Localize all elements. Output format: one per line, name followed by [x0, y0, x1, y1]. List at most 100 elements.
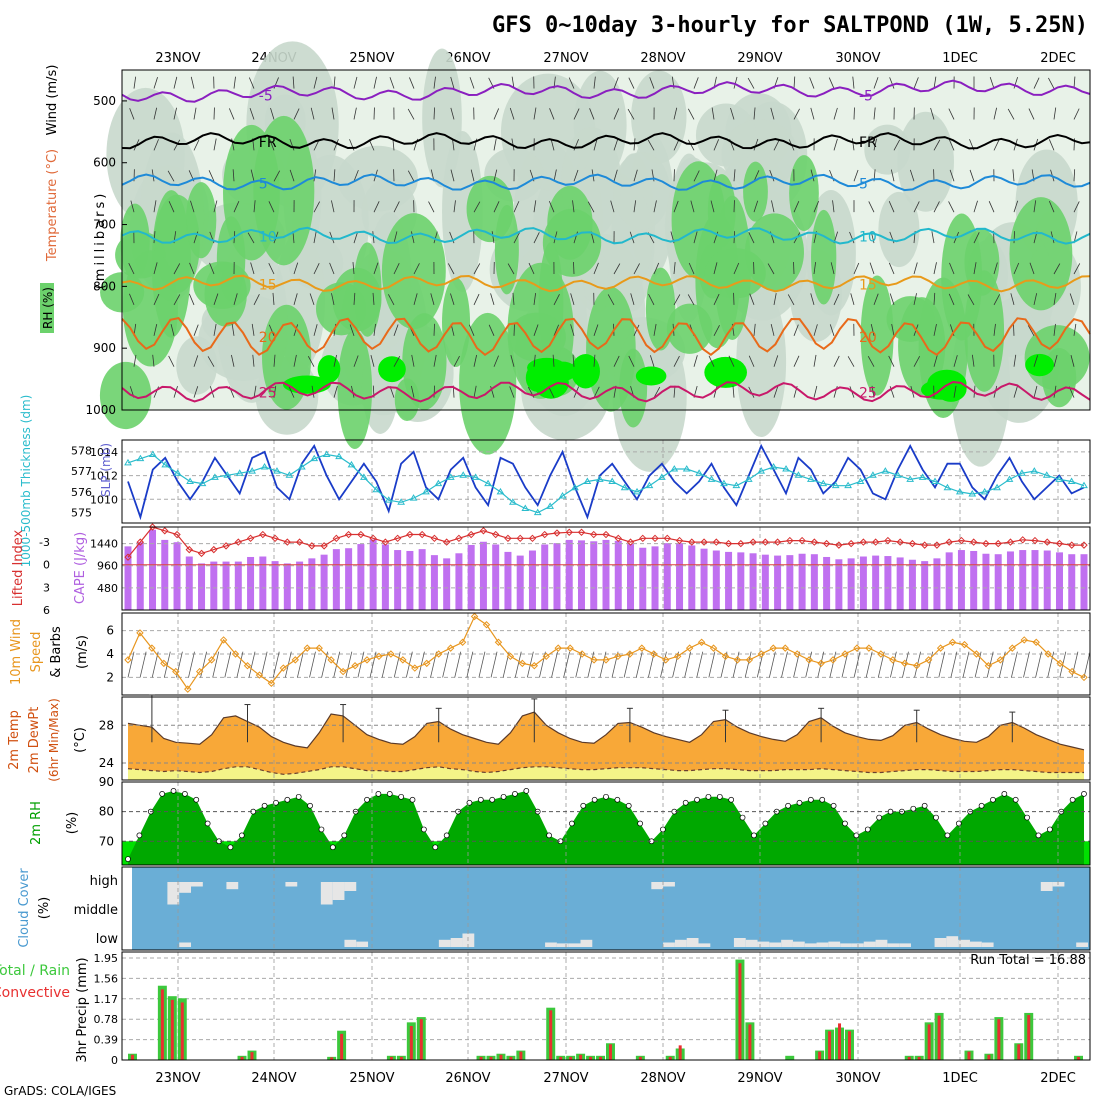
wind-marker: [554, 644, 562, 652]
cape-axis-label: CAPE (J/kg): [73, 532, 88, 604]
wind-barb: [949, 169, 955, 182]
wind-barb: [1053, 355, 1058, 367]
wind-barb: [193, 139, 200, 151]
wind-barb: [433, 385, 435, 398]
contour-label: 10: [259, 230, 277, 246]
wind-marker: [136, 629, 144, 637]
wind-barb: [673, 262, 676, 275]
wind-barb: [311, 385, 315, 398]
rh-green-blob: [193, 261, 251, 309]
day-label: 28NOV: [640, 51, 685, 66]
wind-barb: [153, 231, 156, 244]
wind-barb: [633, 200, 637, 213]
wind-barb: [708, 355, 715, 367]
wind-barb: [553, 169, 557, 182]
wind-tick-label: 2: [106, 670, 114, 684]
li-marker: [675, 536, 684, 545]
rh-bright-blob: [1025, 353, 1055, 377]
precip-conv-bar: [927, 1024, 931, 1060]
precip-conv-bar: [1027, 1015, 1031, 1060]
low-cloud-bar: [545, 942, 557, 947]
wind-barb: [873, 138, 877, 151]
low-cloud-bar: [840, 943, 852, 947]
wind-barb: [747, 77, 755, 89]
wind-marker: [327, 656, 335, 664]
wind-barb: [313, 201, 320, 213]
rh2m-marker: [330, 844, 336, 851]
rh2m-marker: [785, 802, 791, 809]
wind-barb: [833, 107, 838, 120]
li-marker: [737, 539, 745, 548]
wind-barb: [568, 77, 575, 89]
thickness-marker: [918, 473, 927, 480]
wind-barb: [430, 293, 435, 306]
surface-barb: [635, 651, 643, 678]
wind-barb: [548, 200, 555, 213]
precip-conv-bar: [1077, 1056, 1081, 1060]
thickness-tick-label: 575: [71, 507, 92, 520]
precip-conv-bar: [838, 1023, 842, 1060]
wind-barb: [193, 355, 199, 367]
rh-mid-blob: [176, 336, 218, 395]
day-label: 2DEC: [1040, 51, 1076, 66]
wind-barb: [713, 293, 720, 306]
li-marker: [1080, 541, 1088, 549]
wind-barb: [249, 107, 255, 120]
cape-bar: [455, 553, 463, 610]
cape-bar: [786, 555, 794, 610]
wind-barb: [813, 385, 818, 398]
cape-bar: [859, 556, 867, 610]
wind-barb: [533, 232, 540, 244]
wind-barb: [933, 139, 941, 151]
precip-conv-bar: [130, 1054, 134, 1060]
wind-barb: [553, 324, 560, 336]
low-cloud-bar: [1076, 942, 1088, 947]
li-marker: [553, 529, 561, 537]
rh2m-marker: [603, 793, 609, 800]
rh-green-blob: [353, 242, 382, 337]
precip-conv-bar: [599, 1056, 603, 1060]
rh2m-marker: [500, 793, 507, 800]
wind-barb: [130, 200, 135, 213]
low-cloud-bar: [556, 943, 569, 947]
cloud-level-label: middle: [74, 903, 118, 918]
cape-bar: [504, 551, 512, 610]
li-marker: [749, 538, 757, 546]
rh-green-blob: [860, 275, 894, 396]
wind-barb: [913, 293, 917, 305]
wind-barb: [331, 293, 335, 305]
li-marker: [357, 530, 365, 539]
wind-barb: [170, 324, 175, 336]
cloud-level-label: low: [96, 932, 119, 947]
wind-barb: [473, 385, 477, 398]
wind-barb: [570, 324, 575, 336]
rh-green-blob: [508, 312, 566, 362]
wind-barb: [753, 107, 756, 120]
rh2m-marker: [682, 799, 689, 806]
wind-barb: [453, 355, 460, 367]
wind-barb: [193, 107, 197, 120]
high-cloud-bar: [320, 882, 333, 905]
contour-label: -5: [859, 89, 873, 105]
wind-barb: [749, 293, 755, 306]
wind-barb: [888, 355, 895, 367]
surface-barb: [1011, 651, 1018, 678]
precip-tick-label: 1.17: [94, 993, 119, 1006]
cape-bar: [516, 555, 524, 610]
surface-barb: [1047, 651, 1055, 678]
cape-bar: [210, 561, 218, 610]
wind-marker: [243, 662, 252, 670]
rh2m-marker: [762, 820, 769, 827]
wind-barb: [413, 263, 420, 275]
surface-barb: [817, 651, 825, 678]
wind-barb: [473, 201, 481, 213]
wind-barb: [247, 232, 255, 244]
thickness-tick-label: 577: [71, 465, 92, 478]
wind-barb: [293, 108, 300, 120]
contour-label: -5: [259, 89, 273, 105]
wind-barb: [613, 77, 619, 89]
wind-barb: [510, 355, 515, 367]
wind-barb: [993, 107, 998, 120]
wind-barb: [549, 108, 555, 120]
rh2m-marker: [910, 805, 917, 812]
